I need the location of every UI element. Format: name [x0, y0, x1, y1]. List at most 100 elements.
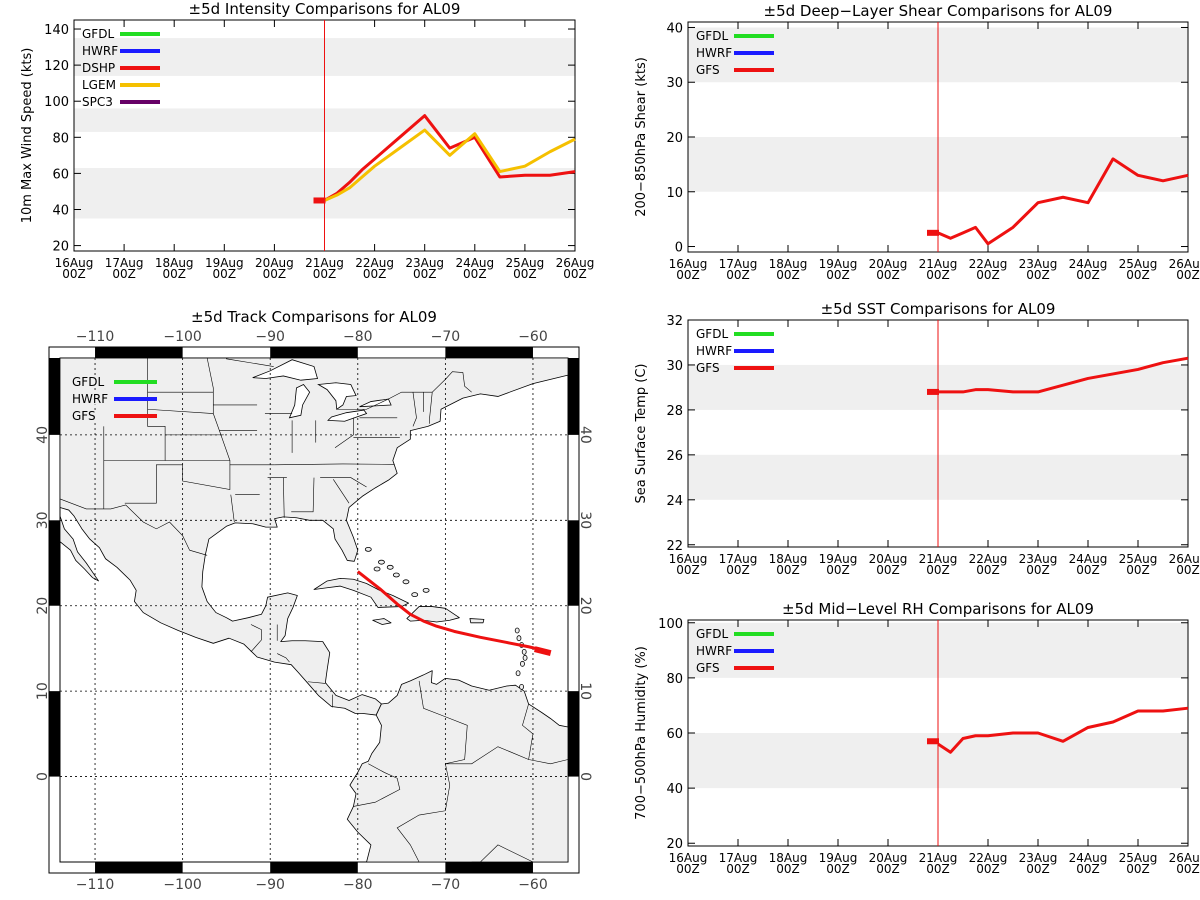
- rh-xtick-label: 25Aug 00Z: [1119, 851, 1158, 876]
- shear-xtick-hour: 00Z: [1126, 268, 1150, 282]
- boundary-line: [307, 681, 326, 684]
- sst-legend-label: GFDL: [696, 327, 728, 341]
- track-legend-label: HWRF: [72, 392, 108, 406]
- map-lon-label-top: −70: [431, 329, 461, 345]
- shear-xtick-date: 17Aug: [719, 257, 758, 271]
- lake-ontario: [359, 398, 392, 408]
- rh-xtick-date: 23Aug: [1019, 851, 1058, 865]
- shear-xtick-hour: 00Z: [676, 268, 700, 282]
- intensity-xtick-hour: 00Z: [263, 267, 287, 281]
- sst-xtick-label: 23Aug 00Z: [1019, 552, 1058, 577]
- boundary-line: [103, 358, 166, 461]
- sst-title: ±5d SST Comparisons for AL09: [821, 300, 1056, 318]
- intensity-xtick-hour: 00Z: [112, 267, 136, 281]
- sst-ytick-label: 32: [666, 314, 683, 329]
- intensity-xtick-hour: 00Z: [413, 267, 437, 281]
- sst-xtick-label: 20Aug 00Z: [869, 552, 908, 577]
- rh-xtick-date: 20Aug: [869, 851, 908, 865]
- map-lon-label-top: −80: [343, 329, 373, 345]
- boundary-line: [124, 460, 231, 504]
- track-gfs: [356, 570, 547, 653]
- baja-california-land: [59, 515, 99, 582]
- map-lat-label-right: 40: [577, 426, 593, 444]
- shear-ytick-label: 10: [666, 186, 683, 201]
- shear-xtick-date: 26Aug: [1169, 257, 1200, 271]
- antilles-island: [521, 648, 527, 655]
- intensity-legend-label: HWRF: [82, 44, 118, 58]
- antilles-island: [522, 654, 528, 661]
- rh-xtick-hour: 00Z: [1076, 862, 1100, 876]
- map-border-bar: [49, 691, 60, 777]
- sst-xtick-hour: 00Z: [726, 563, 750, 577]
- rh-ytick-label: 40: [666, 782, 683, 797]
- sst-xtick-date: 17Aug: [719, 552, 758, 566]
- intensity-xtick-date: 20Aug: [255, 256, 294, 270]
- rh-xtick-date: 17Aug: [719, 851, 758, 865]
- rh-ytick-label: 60: [666, 727, 683, 742]
- intensity-xtick-label: 23Aug 00Z: [405, 256, 444, 281]
- shear-xtick-label: 22Aug 00Z: [969, 257, 1008, 282]
- sst-xtick-hour: 00Z: [1026, 563, 1050, 577]
- intensity-xtick-date: 16Aug: [55, 256, 94, 270]
- map-lon-label-bottom: −110: [76, 877, 114, 893]
- rh-legend-label: GFDL: [696, 627, 728, 641]
- shear-legend-label: GFS: [696, 63, 720, 77]
- shear-xtick-date: 19Aug: [819, 257, 858, 271]
- intensity-xtick-label: 20Aug 00Z: [255, 256, 294, 281]
- shear-xtick-label: 16Aug 00Z: [669, 257, 708, 282]
- antilles-island: [514, 627, 520, 634]
- map-lon-label-top: −100: [163, 329, 201, 345]
- sst-ytick-label: 24: [666, 494, 683, 509]
- sst-xtick-label: 22Aug 00Z: [969, 552, 1008, 577]
- intensity-legend-label: SPC3: [82, 95, 113, 109]
- map-border-bar: [568, 520, 579, 606]
- intensity-xtick-hour: 00Z: [513, 267, 537, 281]
- shear-legend: GFDL HWRF GFS: [696, 29, 774, 77]
- map-border-bar: [270, 862, 358, 873]
- intensity-ytick-label: 80: [52, 131, 69, 146]
- rh-xtick-label: 19Aug 00Z: [819, 851, 858, 876]
- boundary-line: [250, 624, 262, 653]
- sst-xtick-hour: 00Z: [1076, 563, 1100, 577]
- rh-xtick-label: 21Aug 00Z: [919, 851, 958, 876]
- map-border-bar: [270, 347, 358, 358]
- rh-xtick-date: 25Aug: [1119, 851, 1158, 865]
- shear-xtick-label: 21Aug 00Z: [919, 257, 958, 282]
- shear-ytick-label: 0: [675, 241, 683, 256]
- bahamas-island: [411, 592, 419, 598]
- sst-xtick-hour: 00Z: [926, 563, 950, 577]
- shear-ytick-label: 20: [666, 131, 683, 146]
- intensity-xtick-label: 18Aug 00Z: [155, 256, 194, 281]
- shear-xtick-label: 17Aug 00Z: [719, 257, 758, 282]
- intensity-xtick-date: 22Aug: [355, 256, 394, 270]
- track-legend: GFDL HWRF GFS: [71, 374, 157, 425]
- map-border-bar: [95, 347, 183, 358]
- rh-xtick-hour: 00Z: [826, 862, 850, 876]
- map-lon-label-top: −60: [518, 329, 548, 345]
- rh-xtick-label: 22Aug 00Z: [969, 851, 1008, 876]
- rh-xtick-label: 17Aug 00Z: [719, 851, 758, 876]
- shear-xtick-date: 22Aug: [969, 257, 1008, 271]
- boundary-line: [277, 653, 290, 663]
- sst-xtick-label: 19Aug 00Z: [819, 552, 858, 577]
- map-lat-label-right: 30: [577, 511, 593, 529]
- shear-xtick-hour: 00Z: [926, 268, 950, 282]
- shear-ylabel: 200−850hPa Shear (kts): [634, 57, 649, 217]
- rh-xtick-hour: 00Z: [976, 862, 1000, 876]
- map-lat-label-left: 40: [35, 426, 51, 444]
- track-map: −110 −110 −100 −100 −90 −90 −80 −80 −70 −70 −60 −60…: [35, 308, 593, 893]
- sst-xtick-date: 19Aug: [819, 552, 858, 566]
- sst-ylabel: Sea Surface Temp (C): [634, 363, 649, 503]
- intensity-xtick-date: 23Aug: [405, 256, 444, 270]
- intensity-xtick-date: 21Aug: [305, 256, 344, 270]
- rh-xtick-hour: 00Z: [1176, 862, 1200, 876]
- map-lat-label-right: 10: [577, 682, 593, 700]
- boundary-line: [412, 392, 417, 427]
- map-lon-label-bottom: −70: [431, 877, 461, 893]
- intensity-ytick-label: 60: [52, 167, 69, 182]
- intensity-xtick-label: 22Aug 00Z: [355, 256, 394, 281]
- boundary-line: [334, 417, 354, 448]
- rh-series-gfs: [937, 706, 1189, 754]
